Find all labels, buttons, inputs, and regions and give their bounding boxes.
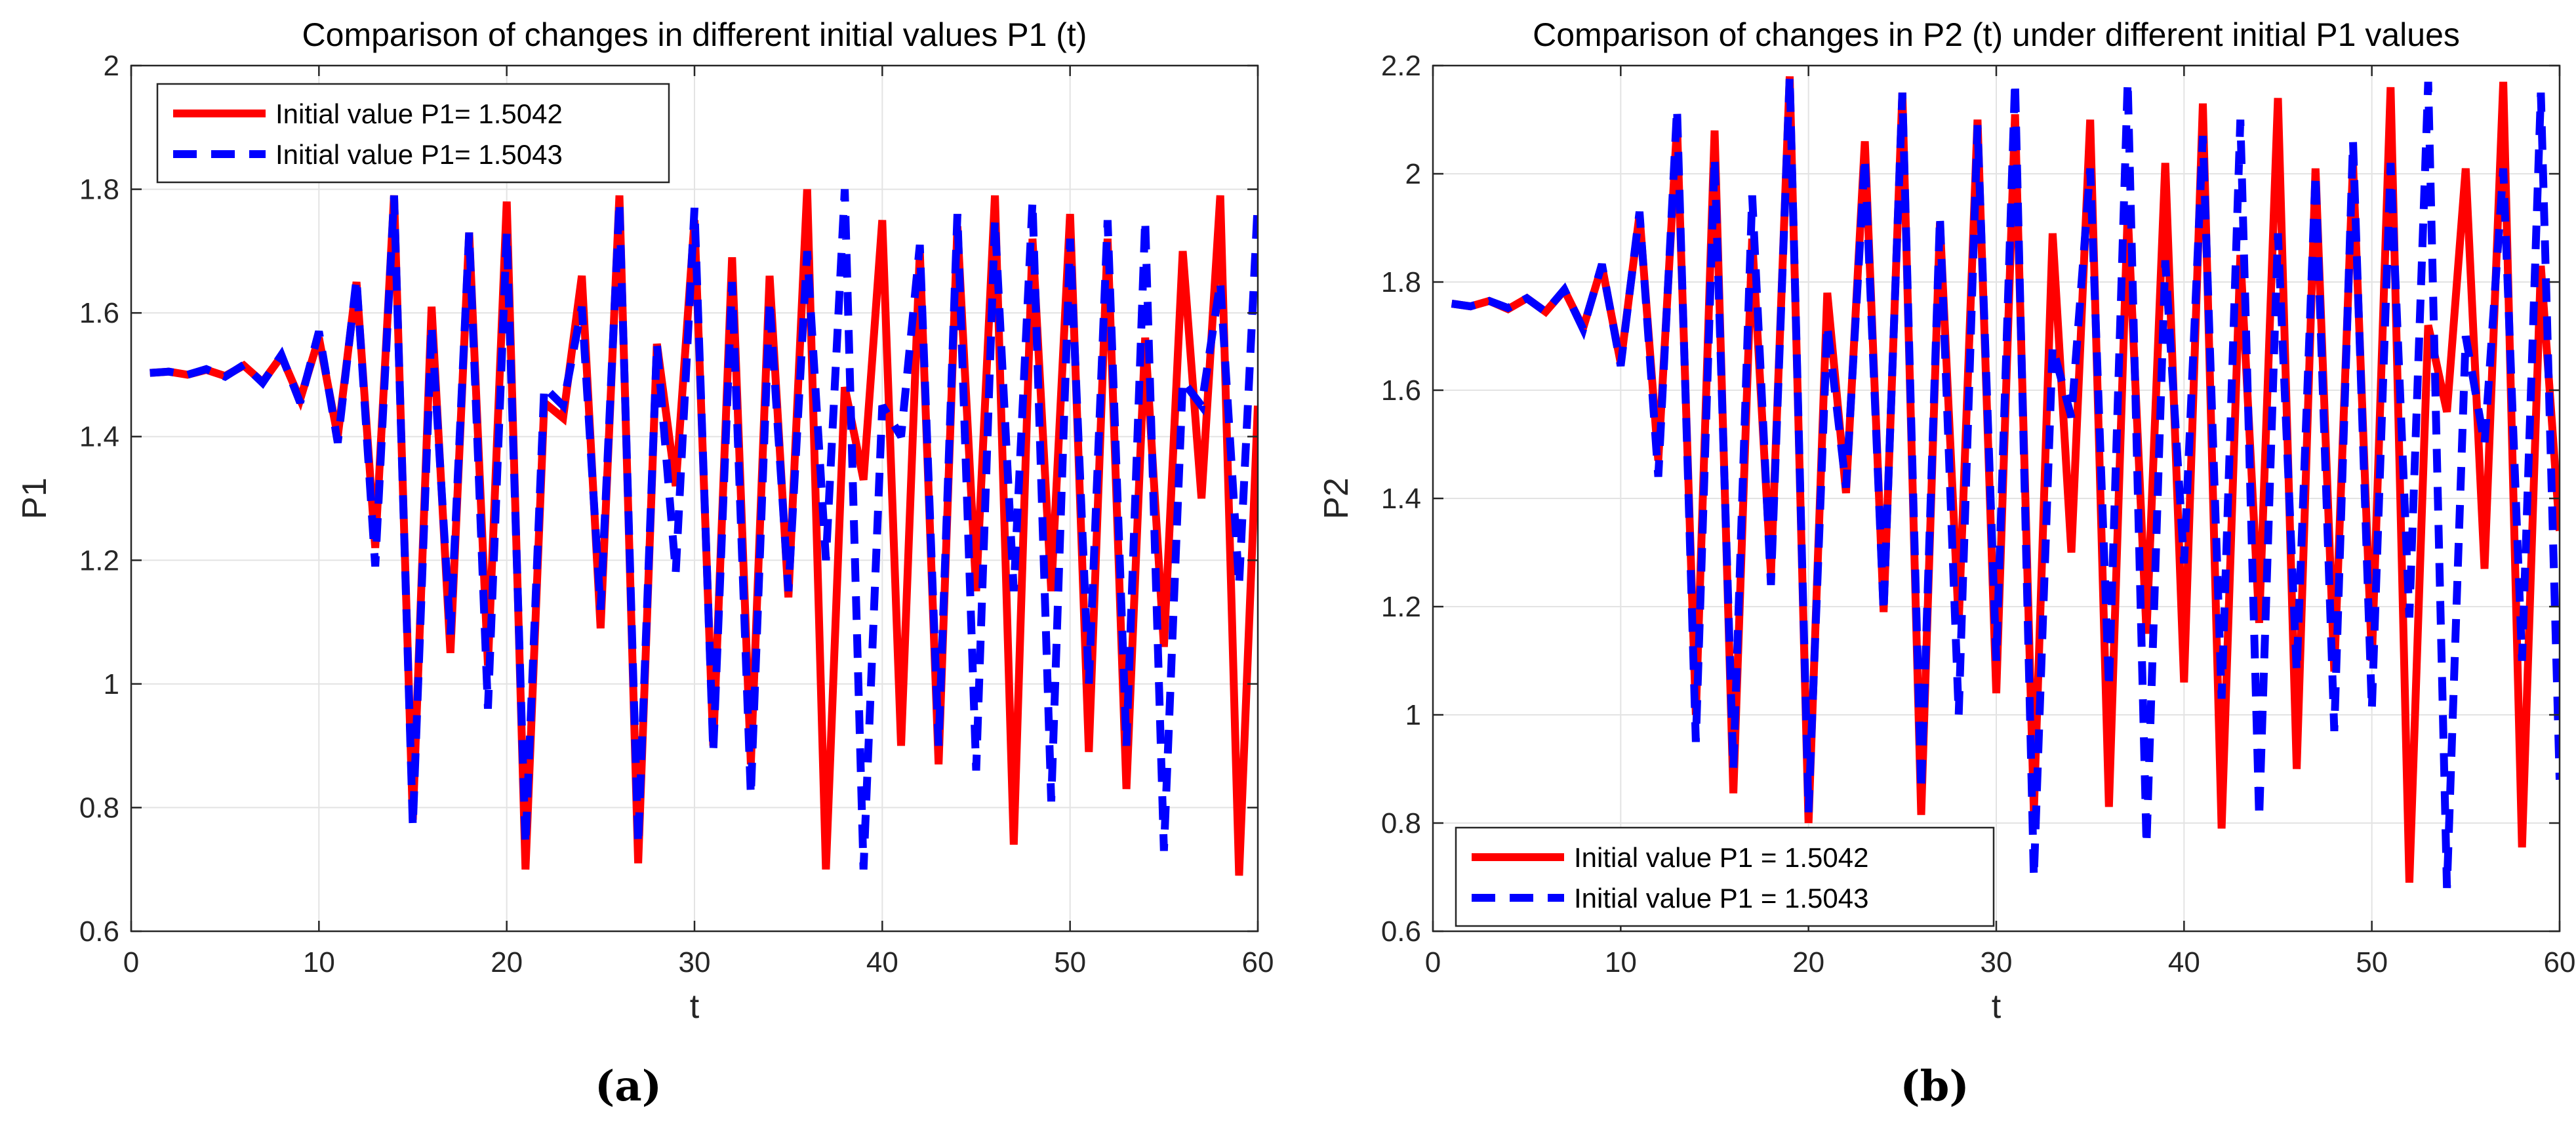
x-tick-label: 30: [1981, 946, 2013, 978]
y-tick-label: 1.4: [79, 421, 119, 453]
y-axis-label: P1: [16, 477, 54, 519]
y-tick-label: 1.8: [79, 174, 119, 206]
y-tick-label: 1: [104, 668, 119, 700]
x-tick-label: 0: [123, 946, 139, 978]
y-tick-label: 1.6: [1381, 374, 1421, 407]
y-tick-label: 2.2: [1381, 50, 1421, 82]
series-group: [150, 189, 1258, 876]
x-tick-label: 20: [1792, 946, 1824, 978]
series-line-blue: [1451, 76, 2560, 889]
x-tick-label: 60: [1242, 946, 1274, 978]
legend-label: Initial value P1 = 1.5042: [1574, 842, 1869, 873]
x-tick-label: 60: [2544, 946, 2576, 978]
x-tick-label: 50: [1054, 946, 1086, 978]
legend-label: Initial value P1= 1.5043: [275, 139, 563, 170]
y-tick-label: 1.8: [1381, 266, 1421, 298]
legend: Initial value P1= 1.5042 Initial value P1…: [156, 83, 670, 184]
x-axis-label: t: [690, 988, 700, 1026]
x-tick-label: 20: [491, 946, 523, 978]
y-tick-label: 1: [1405, 699, 1421, 731]
x-tick-label: 10: [1605, 946, 1637, 978]
series-line-blue: [150, 189, 1258, 870]
y-tick-label: 0.6: [1381, 916, 1421, 948]
x-tick-label: 40: [866, 946, 898, 978]
y-axis-label: P2: [1318, 477, 1356, 519]
x-tick-label: 40: [2168, 946, 2200, 978]
x-axis-label: t: [1992, 988, 2002, 1026]
series-group: [1451, 76, 2560, 889]
series-line-red: [150, 189, 1258, 876]
x-tick-label: 10: [303, 946, 335, 978]
y-tick-label: 1.4: [1381, 483, 1421, 515]
chart-title: Comparison of changes in P2 (t) under di…: [1533, 16, 2460, 53]
x-tick-label: 30: [679, 946, 711, 978]
caption-a: (a): [595, 1062, 662, 1111]
x-tick-label: 0: [1425, 946, 1441, 978]
y-tick-label: 0.8: [79, 792, 119, 824]
legend-box: [1455, 826, 1995, 927]
y-tick-label: 1.2: [79, 544, 119, 576]
caption-b: (b): [1900, 1062, 1969, 1111]
y-tick-label: 0.6: [79, 916, 119, 948]
y-tick-label: 2: [104, 50, 119, 82]
chart-panel-a: 0 10 20 30 40 50 60 0.6 0.8 1 1.2 1.4 1.6 1.8 2 Compari…: [16, 16, 1274, 1026]
chart-title: Comparison of changes in different initi…: [302, 16, 1087, 53]
x-tick-label: 50: [2356, 946, 2388, 978]
legend-label: Initial value P1= 1.5042: [275, 98, 563, 129]
legend-label: Initial value P1 = 1.5043: [1574, 883, 1869, 914]
legend: Initial value P1 = 1.5042 Initial value P…: [1455, 826, 1995, 927]
y-tick-label: 1.2: [1381, 591, 1421, 623]
y-tick-label: 2: [1405, 158, 1421, 190]
y-tick-label: 1.6: [79, 297, 119, 329]
chart-panel-b: 0 10 20 30 40 50 60 0.6 0.8 1 1.2 1.4 1.6 1.8 2 2.2 Comp…: [1318, 16, 2575, 1026]
legend-box: [156, 83, 670, 184]
y-tick-label: 0.8: [1381, 807, 1421, 839]
